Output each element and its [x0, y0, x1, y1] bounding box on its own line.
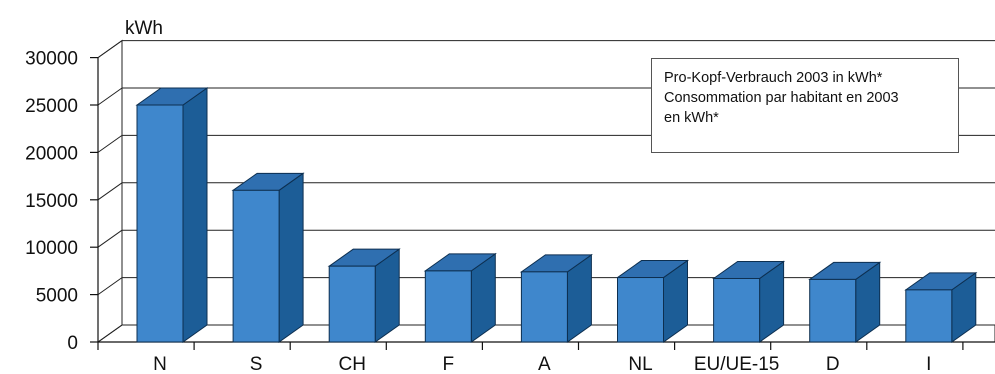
bar-front: [424, 270, 472, 343]
bar-f: [423, 252, 497, 343]
x-tick-label: S: [250, 354, 263, 374]
y-axis-label: kWh: [125, 18, 163, 39]
bar-front: [905, 289, 953, 343]
chart-annotation-box: Pro-Kopf-Verbrauch 2003 in kWh* Consomma…: [651, 58, 959, 153]
y-tick-label: 25000: [25, 96, 78, 117]
bar-front: [617, 277, 664, 343]
gridline-depth: [97, 324, 123, 343]
bar-front: [136, 104, 184, 343]
bar-front: [520, 271, 568, 343]
gridline-depth: [97, 134, 123, 153]
bar-side: [182, 87, 208, 343]
y-tick-label: 5000: [36, 286, 78, 307]
y-tick-label: 20000: [25, 143, 78, 164]
gridline-depth: [97, 87, 123, 106]
x-tick-label: D: [826, 354, 840, 374]
bar-i: [904, 271, 978, 343]
bar-n: [135, 87, 209, 343]
bar-side: [278, 172, 304, 343]
bar-a: [519, 253, 593, 343]
bar-ch: [327, 248, 401, 343]
annotation-line-1: Pro-Kopf-Verbrauch 2003 in kWh*: [664, 70, 883, 86]
x-tick-labels: N S CH F A NL EU/UE-15 D I: [153, 354, 931, 374]
x-tick-label: EU/UE-15: [694, 354, 780, 374]
y-tick-labels: 0 5000 10000 15000 20000 25000 30000: [25, 49, 78, 354]
bar-front: [328, 265, 376, 343]
x-tick-label: NL: [628, 354, 652, 374]
annotation-line-3: en kWh*: [664, 110, 719, 126]
x-tick-label: I: [926, 354, 931, 374]
bar-front: [809, 278, 857, 343]
bars: [135, 87, 978, 343]
gridline-depth: [97, 229, 123, 248]
gridline-depth: [97, 40, 123, 59]
bar-front: [713, 277, 761, 343]
x-tick-label: N: [153, 354, 167, 374]
x-tick-label: F: [442, 354, 454, 374]
bar-eu-ue-15: [712, 260, 786, 343]
y-tick-label: 10000: [25, 238, 78, 259]
y-tick-label: 15000: [25, 191, 78, 212]
gridline-depth: [97, 277, 123, 296]
x-tick-label: A: [538, 354, 551, 374]
y-tick-label: 30000: [25, 49, 78, 70]
gridline-depth: [97, 182, 123, 201]
bar-nl: [615, 259, 690, 343]
bar-s: [231, 172, 305, 343]
bar-d: [808, 261, 882, 343]
y-tick-label: 0: [67, 333, 78, 354]
annotation-line-2: Consommation par habitant en 2003: [664, 90, 899, 106]
bar-front: [232, 189, 280, 343]
x-tick-label: CH: [338, 354, 365, 374]
